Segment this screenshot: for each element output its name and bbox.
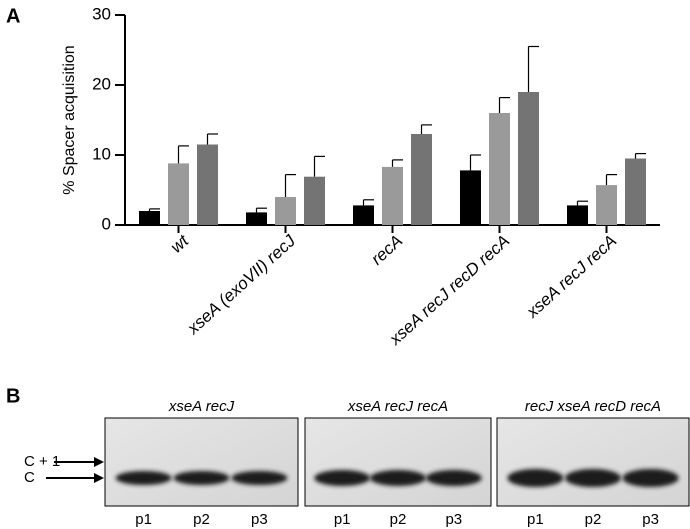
y-tick-label: 20 [92,74,111,93]
gel-band [565,469,621,487]
bar [489,113,510,225]
gel-band [115,471,172,485]
bar [382,166,403,225]
lane-label: p2 [193,511,210,528]
gel-image [104,417,299,507]
bar [460,170,481,225]
lane-label: p1 [334,511,351,528]
marker-arrowhead [94,473,104,483]
y-tick-label: 0 [102,214,111,233]
bar [411,134,432,225]
bar [353,205,374,225]
gel-marker-label: C [24,469,35,486]
bar [304,176,325,225]
gel-marker-label: C + 1 [24,453,60,470]
bar [246,212,267,225]
gel-band [507,469,564,487]
y-axis-title: % Spacer acquisition [61,45,78,194]
gel-title: xseA recJ [168,398,235,415]
bar [139,211,160,225]
lane-label: p3 [251,511,268,528]
bar [275,197,296,225]
marker-arrowhead [94,457,104,467]
y-tick-label: 10 [92,144,111,163]
bar [518,92,539,225]
panel-label: B [6,385,20,407]
gel-title: xseA recJ recA [347,398,448,415]
lane-label: p3 [445,511,462,528]
gel-band [425,470,482,486]
gel-band [622,469,679,487]
gel-title: recJ xseA recD recA [525,398,661,415]
bar [625,158,646,225]
gel-band [231,471,288,485]
bar [168,163,189,225]
panel-label: A [6,5,20,27]
gel-band [370,470,426,486]
gel-image [304,417,492,507]
x-tick-label: recA [367,231,406,269]
lane-label: p1 [135,511,152,528]
gel-band [314,470,371,486]
lane-label: p3 [642,511,659,528]
bar [567,205,588,225]
y-tick-label: 30 [92,4,111,23]
x-tick-label: xseA recJ recA [522,231,620,322]
bar [596,185,617,225]
x-tick-label: xseA (exoVII) recJ [183,231,300,339]
x-tick-label: wt [167,230,193,256]
lane-label: p2 [390,511,407,528]
lane-label: p2 [585,511,602,528]
x-tick-label: xseA recJ recD recA [385,231,513,349]
lane-label: p1 [527,511,544,528]
gel-image [496,417,690,507]
bar [197,144,218,225]
gel-band [173,471,230,485]
